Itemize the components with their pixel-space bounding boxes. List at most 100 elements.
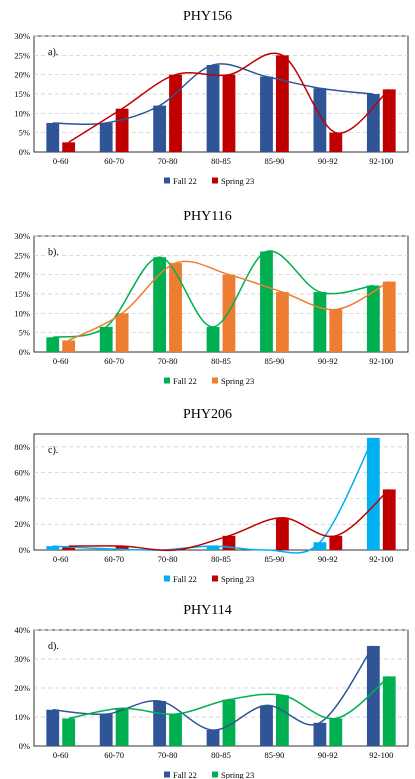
chart-panel-3: PHY206 0% 20% 40% 60% 80% 0-60 60-70 70-80 80-85 8… bbox=[0, 398, 415, 584]
plot-frame bbox=[33, 433, 409, 551]
y-tick-label: 80% bbox=[14, 442, 30, 452]
bar-spring-23 bbox=[115, 546, 129, 550]
bar-fall-22 bbox=[366, 437, 380, 550]
bar-spring-23 bbox=[382, 676, 396, 746]
chart-svg: 0% 10% 20% 30% 40% 0-60 60-70 70-80 80-85 85-90 90… bbox=[14, 625, 409, 779]
y-tick-label: 15% bbox=[14, 89, 30, 99]
legend-swatch bbox=[212, 771, 218, 778]
chart-svg: 0% 5% 10% 15% 20% 25% 30% 0-60 60-70 70-80 80-85 85… bbox=[14, 31, 409, 186]
bar-spring-23 bbox=[222, 74, 236, 152]
bar-spring-23 bbox=[169, 714, 182, 746]
x-tick-label: 92-100 bbox=[369, 156, 393, 166]
trend-line-fall-22 bbox=[52, 63, 374, 126]
bar-spring-23 bbox=[115, 108, 129, 152]
bar-fall-22 bbox=[366, 285, 380, 352]
bar-fall-22 bbox=[206, 730, 220, 746]
x-tick-label: 90-92 bbox=[318, 156, 338, 166]
bar-spring-23 bbox=[169, 74, 182, 152]
x-tick-label: 60-70 bbox=[104, 554, 124, 564]
x-tick-label: 85-90 bbox=[265, 156, 285, 166]
y-tick-label: 30% bbox=[14, 654, 30, 664]
trend-line-fall-22 bbox=[52, 250, 374, 339]
x-tick-label: 90-92 bbox=[318, 554, 338, 564]
bar-fall-22 bbox=[260, 251, 273, 352]
chart-title: PHY114 bbox=[183, 603, 232, 618]
y-tick-label: 20% bbox=[14, 683, 30, 693]
x-tick-label: 85-90 bbox=[265, 356, 285, 366]
chart-panel-4: PHY114 0% 10% 20% 30% 40% 0-60 60-70 70-80 80-85 8… bbox=[0, 594, 415, 779]
trend-line-fall-22 bbox=[52, 645, 374, 731]
bar-spring-23 bbox=[329, 718, 343, 746]
x-tick-label: 92-100 bbox=[369, 554, 393, 564]
bar-fall-22 bbox=[313, 292, 327, 352]
y-tick-label: 20% bbox=[14, 519, 30, 529]
bar-fall-22 bbox=[313, 722, 327, 746]
bar-fall-22 bbox=[153, 701, 167, 746]
bar-fall-22 bbox=[260, 705, 273, 746]
trend-line-spring-23 bbox=[68, 260, 390, 342]
x-tick-label: 60-70 bbox=[104, 750, 124, 760]
y-tick-label: 30% bbox=[14, 31, 30, 41]
trend-line-fall-22 bbox=[52, 437, 374, 554]
bar-fall-22 bbox=[46, 337, 60, 352]
y-tick-label: 5% bbox=[19, 128, 30, 138]
bar-spring-23 bbox=[329, 132, 343, 152]
legend-label: Fall 22 bbox=[173, 770, 197, 779]
x-tick-label: 70-80 bbox=[158, 356, 178, 366]
legend-label: Spring 23 bbox=[221, 376, 254, 386]
trend-line-spring-23 bbox=[68, 52, 390, 143]
trend-line-spring-23 bbox=[68, 675, 390, 720]
panel-label: c). bbox=[48, 445, 58, 456]
legend-label: Fall 22 bbox=[173, 176, 197, 186]
chart-title: PHY116 bbox=[183, 209, 232, 224]
y-tick-label: 0% bbox=[19, 347, 30, 357]
x-tick-label: 80-85 bbox=[211, 356, 231, 366]
y-tick-label: 0% bbox=[19, 741, 30, 751]
legend-label: Fall 22 bbox=[173, 574, 197, 584]
chart-title: PHY206 bbox=[182, 407, 232, 422]
x-tick-label: 80-85 bbox=[211, 156, 231, 166]
x-tick-label: 70-80 bbox=[158, 750, 178, 760]
y-tick-label: 0% bbox=[19, 147, 30, 157]
y-tick-label: 60% bbox=[14, 468, 30, 478]
bar-spring-23 bbox=[222, 699, 236, 746]
bar-spring-23 bbox=[169, 263, 182, 352]
panel-label: d). bbox=[48, 641, 59, 652]
y-tick-label: 15% bbox=[14, 289, 30, 299]
x-tick-label: 60-70 bbox=[104, 156, 124, 166]
bar-spring-23 bbox=[62, 340, 76, 352]
bar-fall-22 bbox=[46, 709, 60, 746]
legend-label: Spring 23 bbox=[221, 770, 254, 779]
legend-swatch bbox=[164, 575, 170, 582]
x-tick-label: 0-60 bbox=[53, 156, 69, 166]
bar-fall-22 bbox=[46, 546, 60, 550]
bar-spring-23 bbox=[222, 274, 236, 352]
bar-fall-22 bbox=[153, 257, 167, 352]
legend-swatch bbox=[212, 377, 218, 384]
y-tick-label: 25% bbox=[14, 250, 30, 260]
bar-spring-23 bbox=[62, 142, 76, 152]
x-tick-label: 80-85 bbox=[211, 750, 231, 760]
bar-fall-22 bbox=[206, 326, 220, 352]
x-tick-label: 0-60 bbox=[53, 554, 69, 564]
x-tick-label: 0-60 bbox=[53, 356, 69, 366]
bar-spring-23 bbox=[382, 489, 396, 550]
bar-fall-22 bbox=[313, 542, 327, 550]
bar-spring-23 bbox=[62, 546, 76, 550]
chart-panel-2: PHY116 0% 5% 10% 15% 20% 25% 30% 0-60 60-70 70-80 8… bbox=[0, 200, 415, 386]
bar-spring-23 bbox=[382, 89, 396, 152]
bar-fall-22 bbox=[99, 326, 113, 352]
y-tick-label: 5% bbox=[19, 328, 30, 338]
x-tick-label: 85-90 bbox=[265, 750, 285, 760]
panel-label: a). bbox=[48, 47, 58, 58]
bar-spring-23 bbox=[275, 695, 289, 746]
bar-fall-22 bbox=[366, 94, 380, 152]
chart-panel-1: PHY156 0% 5% 10% 15% 20% 25% 30% 0-60 60-70 70-80 8… bbox=[0, 0, 415, 186]
x-tick-label: 90-92 bbox=[318, 356, 338, 366]
bar-spring-23 bbox=[329, 309, 343, 352]
legend-label: Spring 23 bbox=[221, 574, 254, 584]
x-tick-label: 70-80 bbox=[158, 554, 178, 564]
x-tick-label: 92-100 bbox=[369, 356, 393, 366]
y-tick-label: 0% bbox=[19, 545, 30, 555]
